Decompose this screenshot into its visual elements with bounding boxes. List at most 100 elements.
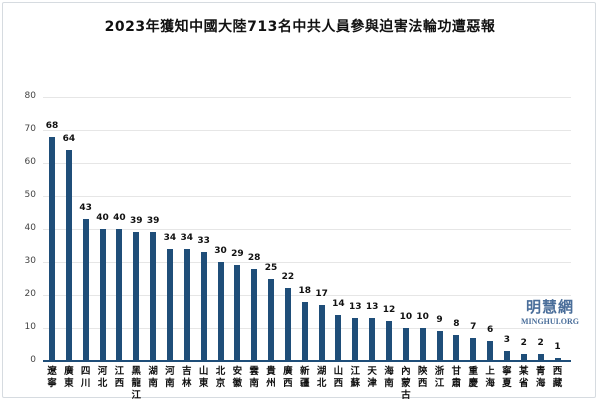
x-tick-label: 浙江: [434, 366, 445, 389]
y-tick-label: 60: [24, 157, 36, 167]
x-tick-label: 安徽: [232, 366, 243, 389]
bar-value-label: 7: [470, 321, 477, 332]
bar-value-label: 39: [146, 216, 160, 227]
bar: [386, 321, 392, 361]
x-tick-label: 江西: [114, 366, 125, 389]
bar: [284, 288, 291, 361]
bar-value-label: 3: [503, 335, 511, 346]
x-tick-label: 某省: [519, 366, 529, 389]
bar: [251, 268, 258, 361]
bar: [268, 278, 275, 361]
bar: [537, 354, 544, 361]
bar: [520, 354, 527, 361]
x-tick-label: 雲南: [249, 366, 259, 389]
gridline: [43, 262, 571, 263]
x-tick-label: 四川: [80, 366, 91, 389]
x-axis-line: [43, 360, 571, 362]
bar-value-label: 2: [537, 338, 544, 349]
bar: [369, 318, 376, 361]
y-tick-label: 70: [24, 124, 36, 134]
bar: [301, 301, 308, 361]
gridline: [43, 196, 571, 197]
x-tick-label: 江蘇: [350, 366, 361, 389]
bar-value-label: 40: [96, 213, 109, 223]
x-tick-label: 河北: [97, 366, 108, 389]
bar: [65, 149, 72, 361]
bar-value-label: 64: [62, 133, 76, 144]
bar: [234, 265, 241, 361]
x-tick-label: 北京: [215, 366, 226, 389]
y-tick-label: 50: [24, 190, 36, 200]
x-tick-label: 河南: [165, 366, 175, 389]
gridline: [43, 130, 571, 131]
bar: [99, 229, 106, 361]
x-tick-label: 陝西: [417, 366, 428, 389]
x-tick-label: 遼寧: [47, 366, 57, 389]
x-tick-label: 西藏: [552, 366, 563, 389]
x-tick-label: 海南: [384, 366, 394, 389]
x-tick-label: 天津: [367, 366, 377, 389]
bar: [470, 337, 477, 361]
bar: [49, 136, 55, 361]
bar: [133, 232, 140, 361]
bar-value-label: 34: [163, 232, 177, 243]
bar-value-label: 43: [79, 203, 92, 214]
bar: [150, 232, 157, 361]
x-tick-label: 貴州: [266, 366, 276, 389]
bar-value-label: 2: [520, 338, 527, 349]
bar: [335, 314, 342, 361]
gridline: [43, 163, 571, 164]
x-tick-label: 山西: [333, 366, 344, 389]
bar-value-label: 68: [45, 120, 59, 131]
bar-value-label: 29: [231, 249, 244, 260]
bar: [116, 229, 123, 361]
chart-title: 2023年獲知中國大陸713名中共人員參與迫害法輪功遭惡報: [104, 19, 496, 35]
x-tick-label: 內蒙古: [401, 366, 411, 401]
x-tick-label: 甘肅: [451, 366, 462, 389]
bar-value-label: 34: [180, 232, 194, 243]
bar-value-label: 1: [554, 341, 561, 352]
y-tick-label: 40: [24, 223, 36, 233]
bar: [352, 318, 359, 361]
x-tick-label: 湖北: [316, 366, 327, 389]
bar: [166, 248, 173, 361]
chart-frame: [2, 2, 596, 398]
x-tick-label: 廣東: [64, 366, 74, 389]
bar: [419, 328, 426, 361]
bar-value-label: 12: [382, 305, 396, 316]
bar-value-label: 22: [281, 272, 295, 283]
bar: [82, 219, 89, 361]
bar: [487, 341, 494, 361]
gridline: [43, 97, 571, 98]
bar-value-label: 25: [264, 262, 278, 273]
x-tick-label: 寧夏: [502, 366, 512, 389]
bar-value-label: 39: [129, 216, 143, 227]
bar: [402, 328, 409, 361]
bar-value-label: 14: [332, 298, 345, 309]
bar: [453, 334, 460, 361]
bar: [554, 357, 561, 361]
bar-value-label: 6: [486, 325, 494, 336]
gridline: [43, 229, 571, 230]
bar-value-label: 9: [436, 315, 443, 326]
y-tick-label: 10: [24, 322, 36, 332]
watermark-cn: 明慧網: [525, 298, 574, 316]
bar-value-label: 40: [113, 213, 126, 223]
bar-value-label: 13: [349, 302, 362, 313]
y-tick-label: 20: [24, 289, 36, 299]
bar-value-label: 10: [399, 312, 413, 322]
y-tick-label: 30: [24, 256, 36, 266]
y-tick-label: 0: [30, 355, 36, 365]
x-tick-label: 青海: [535, 366, 546, 389]
x-tick-label: 山東: [198, 366, 209, 389]
x-tick-label: 新疆: [299, 366, 310, 389]
bar-value-label: 13: [365, 302, 379, 313]
bar-value-label: 30: [214, 246, 227, 256]
gridline: [43, 295, 571, 296]
bar: [503, 351, 510, 361]
minghui-watermark: 明慧網 MINGHUI.ORG: [505, 296, 595, 326]
bar-value-label: 33: [197, 236, 210, 247]
x-tick-label: 湖南: [148, 366, 158, 389]
x-tick-label: 上海: [485, 366, 495, 389]
bar-value-label: 28: [247, 252, 261, 263]
